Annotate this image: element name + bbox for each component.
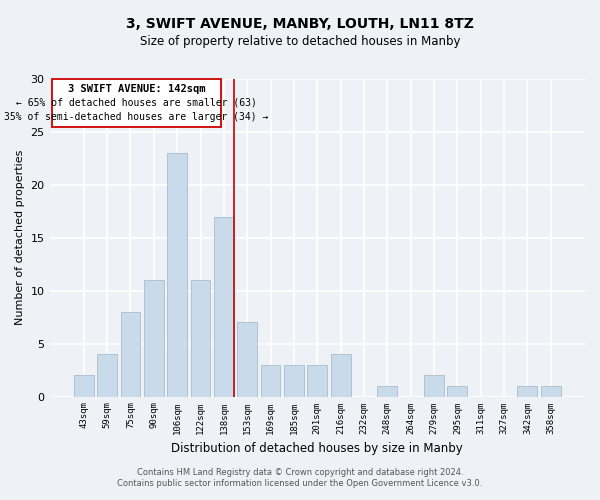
Bar	[331, 354, 350, 397]
Bar	[214, 216, 234, 396]
Bar	[238, 322, 257, 396]
Bar	[260, 365, 280, 396]
Bar	[377, 386, 397, 396]
Bar	[424, 376, 444, 396]
Bar	[74, 376, 94, 396]
Bar	[284, 365, 304, 396]
Bar	[167, 153, 187, 396]
Bar	[97, 354, 117, 397]
FancyBboxPatch shape	[52, 79, 221, 126]
Text: 3, SWIFT AVENUE, MANBY, LOUTH, LN11 8TZ: 3, SWIFT AVENUE, MANBY, LOUTH, LN11 8TZ	[126, 18, 474, 32]
X-axis label: Distribution of detached houses by size in Manby: Distribution of detached houses by size …	[172, 442, 463, 455]
Y-axis label: Number of detached properties: Number of detached properties	[15, 150, 25, 326]
Bar	[191, 280, 211, 396]
Bar	[448, 386, 467, 396]
Bar	[307, 365, 327, 396]
Bar	[144, 280, 164, 396]
Text: Contains HM Land Registry data © Crown copyright and database right 2024.
Contai: Contains HM Land Registry data © Crown c…	[118, 468, 482, 487]
Text: ← 65% of detached houses are smaller (63): ← 65% of detached houses are smaller (63…	[16, 98, 257, 108]
Text: 35% of semi-detached houses are larger (34) →: 35% of semi-detached houses are larger (…	[4, 112, 269, 122]
Text: Size of property relative to detached houses in Manby: Size of property relative to detached ho…	[140, 35, 460, 48]
Text: 3 SWIFT AVENUE: 142sqm: 3 SWIFT AVENUE: 142sqm	[68, 84, 205, 94]
Bar	[517, 386, 538, 396]
Bar	[541, 386, 560, 396]
Bar	[121, 312, 140, 396]
